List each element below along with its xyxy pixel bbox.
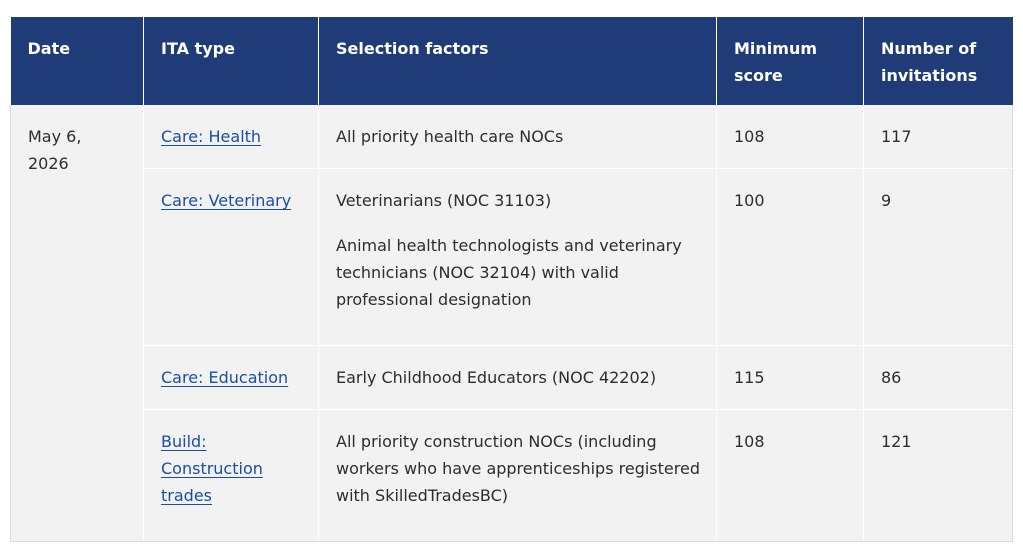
table-row: Care: Veterinary Veterinarians (NOC 3110…	[11, 168, 1013, 346]
selection-factor-text: Veterinarians (NOC 31103)	[336, 191, 552, 210]
header-ita-type: ITA type	[143, 17, 319, 105]
selection-factor-text: All priority construction NOCs (includin…	[336, 432, 700, 505]
ita-type-cell: Care: Education	[143, 345, 319, 410]
selection-factors-cell: Early Childhood Educators (NOC 42202)	[318, 345, 717, 410]
table-header: Date ITA type Selection factors Minimum …	[10, 17, 1013, 105]
invitations-cell: 121	[863, 409, 1013, 542]
minimum-score-cell: 115	[716, 345, 864, 410]
header-number-of-invitations: Number of invitations	[863, 17, 1013, 105]
table-body: May 6, 2026 Care: Health All priority he…	[10, 105, 1013, 542]
selection-factors-cell: Veterinarians (NOC 31103) Animal health …	[318, 168, 717, 346]
minimum-score-cell: 100	[716, 168, 864, 346]
ita-link-care-education[interactable]: Care: Education	[161, 368, 289, 387]
ita-type-cell: Build: Construction trades	[143, 409, 319, 542]
selection-factor-text: Early Childhood Educators (NOC 42202)	[336, 368, 657, 387]
header-date: Date	[10, 17, 144, 105]
selection-factor-text: All priority health care NOCs	[336, 127, 564, 146]
ita-link-care-veterinary[interactable]: Care: Veterinary	[161, 191, 292, 210]
header-selection-factors: Selection factors	[318, 17, 717, 105]
ita-link-build-construction-trades[interactable]: Build: Construction trades	[161, 432, 263, 505]
ita-link-care-health[interactable]: Care: Health	[161, 127, 262, 146]
header-row: Date ITA type Selection factors Minimum …	[10, 17, 1013, 105]
selection-factors-cell: All priority health care NOCs	[318, 105, 717, 169]
date-cell: May 6, 2026	[10, 105, 144, 542]
invitations-cell: 117	[863, 105, 1013, 169]
ita-type-cell: Care: Health	[143, 105, 319, 169]
invitations-cell: 9	[863, 168, 1013, 346]
minimum-score-cell: 108	[716, 105, 864, 169]
invitations-cell: 86	[863, 345, 1013, 410]
header-minimum-score: Minimum score	[716, 17, 864, 105]
table-row: May 6, 2026 Care: Health All priority he…	[10, 105, 1013, 542]
table-row: Build: Construction trades All priority …	[11, 409, 1013, 542]
selection-factors-cell: All priority construction NOCs (includin…	[318, 409, 717, 542]
ita-results-table-wrapper: Date ITA type Selection factors Minimum …	[10, 17, 1013, 542]
table-row: Care: Education Early Childhood Educator…	[11, 345, 1013, 410]
selection-factor-text: Animal health technologists and veterina…	[336, 236, 682, 309]
ita-results-table: Date ITA type Selection factors Minimum …	[10, 17, 1013, 542]
ita-type-cell: Care: Veterinary	[143, 168, 319, 346]
minimum-score-cell: 108	[716, 409, 864, 542]
